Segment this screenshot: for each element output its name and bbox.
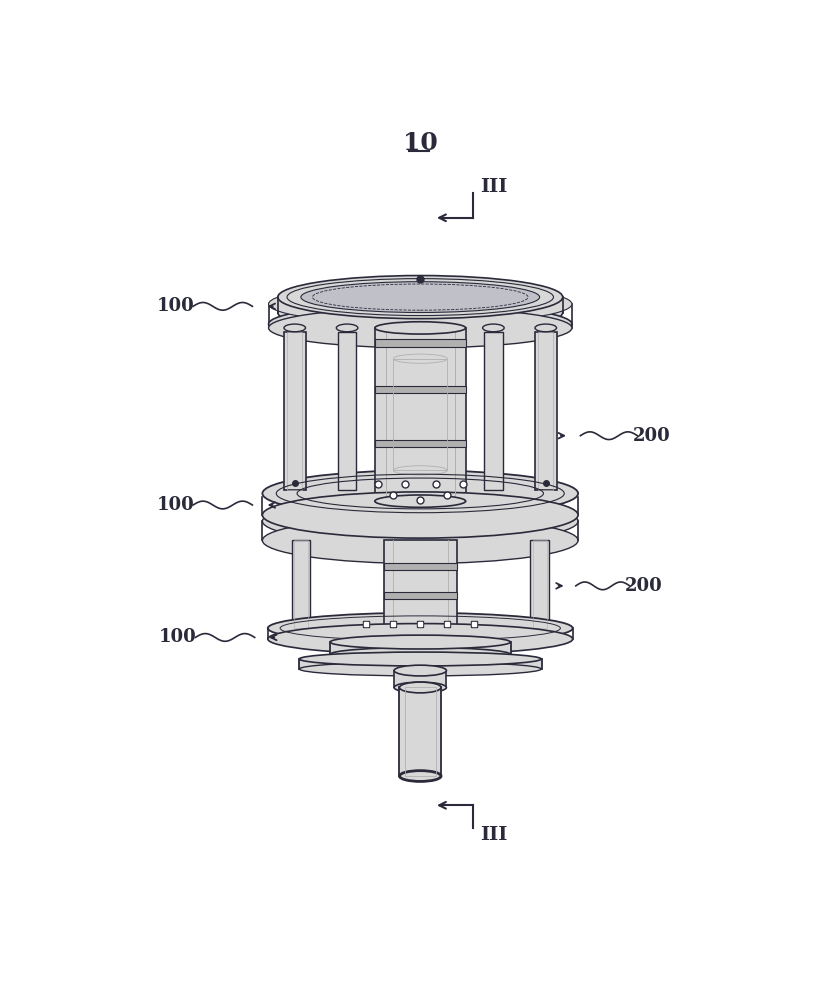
Ellipse shape — [268, 613, 572, 644]
Ellipse shape — [269, 304, 571, 344]
Ellipse shape — [278, 291, 562, 334]
Text: 200: 200 — [631, 427, 669, 445]
Ellipse shape — [399, 682, 441, 693]
Ellipse shape — [374, 322, 465, 334]
Bar — [374, 440, 465, 447]
Text: 100: 100 — [156, 496, 194, 514]
Bar — [292, 540, 310, 628]
Ellipse shape — [278, 276, 562, 319]
Ellipse shape — [301, 282, 539, 312]
Ellipse shape — [534, 324, 556, 332]
Bar — [394, 671, 446, 687]
Bar — [383, 540, 457, 628]
Ellipse shape — [330, 647, 509, 661]
Bar — [383, 592, 457, 599]
Ellipse shape — [283, 324, 305, 332]
Ellipse shape — [336, 324, 357, 332]
Bar — [283, 332, 305, 490]
Text: III: III — [480, 826, 507, 844]
Text: 100: 100 — [156, 297, 194, 315]
Ellipse shape — [394, 682, 446, 693]
Bar — [330, 642, 510, 654]
Bar — [483, 332, 502, 490]
Bar — [374, 339, 465, 347]
Bar — [534, 332, 556, 490]
Text: III: III — [480, 178, 507, 196]
Ellipse shape — [262, 517, 577, 564]
Bar — [294, 540, 307, 628]
Ellipse shape — [399, 771, 441, 781]
Ellipse shape — [268, 624, 572, 654]
Bar — [383, 563, 457, 570]
Ellipse shape — [269, 308, 571, 348]
Ellipse shape — [262, 470, 577, 517]
Ellipse shape — [330, 635, 509, 649]
Ellipse shape — [374, 495, 465, 507]
Bar — [374, 386, 465, 393]
Bar — [374, 328, 465, 501]
Bar — [405, 687, 435, 776]
Bar — [399, 687, 441, 776]
Text: 100: 100 — [159, 628, 197, 646]
Bar — [337, 332, 356, 490]
Bar — [537, 332, 553, 490]
Ellipse shape — [394, 665, 446, 676]
Ellipse shape — [262, 498, 577, 544]
Bar — [393, 359, 446, 470]
Ellipse shape — [299, 652, 541, 666]
Bar — [532, 540, 546, 628]
Bar — [287, 332, 302, 490]
Ellipse shape — [299, 662, 541, 676]
Text: 200: 200 — [624, 577, 662, 595]
Ellipse shape — [482, 324, 504, 332]
Bar — [299, 659, 541, 669]
Ellipse shape — [262, 492, 577, 538]
Bar — [530, 540, 548, 628]
Text: 10: 10 — [402, 131, 437, 155]
Ellipse shape — [269, 284, 571, 324]
